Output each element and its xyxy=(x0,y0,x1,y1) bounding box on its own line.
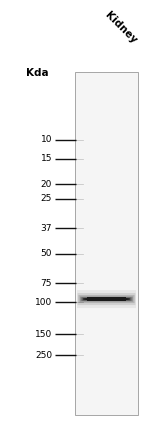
FancyBboxPatch shape xyxy=(80,297,133,302)
Text: 250: 250 xyxy=(35,351,52,360)
Text: 37: 37 xyxy=(40,224,52,233)
Text: 20: 20 xyxy=(41,179,52,189)
Text: 100: 100 xyxy=(35,298,52,307)
Text: Kda: Kda xyxy=(26,68,48,78)
Bar xyxy=(75,72,138,415)
Text: 150: 150 xyxy=(35,330,52,339)
FancyBboxPatch shape xyxy=(81,297,132,301)
FancyBboxPatch shape xyxy=(78,295,135,303)
FancyBboxPatch shape xyxy=(78,293,135,305)
Text: 50: 50 xyxy=(40,249,52,258)
Text: 15: 15 xyxy=(40,154,52,163)
FancyBboxPatch shape xyxy=(77,290,136,308)
FancyBboxPatch shape xyxy=(83,298,130,300)
FancyBboxPatch shape xyxy=(84,298,129,300)
Bar xyxy=(87,297,126,301)
Text: 75: 75 xyxy=(40,279,52,288)
Text: 25: 25 xyxy=(41,194,52,203)
Text: 10: 10 xyxy=(40,135,52,144)
Text: Kidney: Kidney xyxy=(103,10,139,46)
